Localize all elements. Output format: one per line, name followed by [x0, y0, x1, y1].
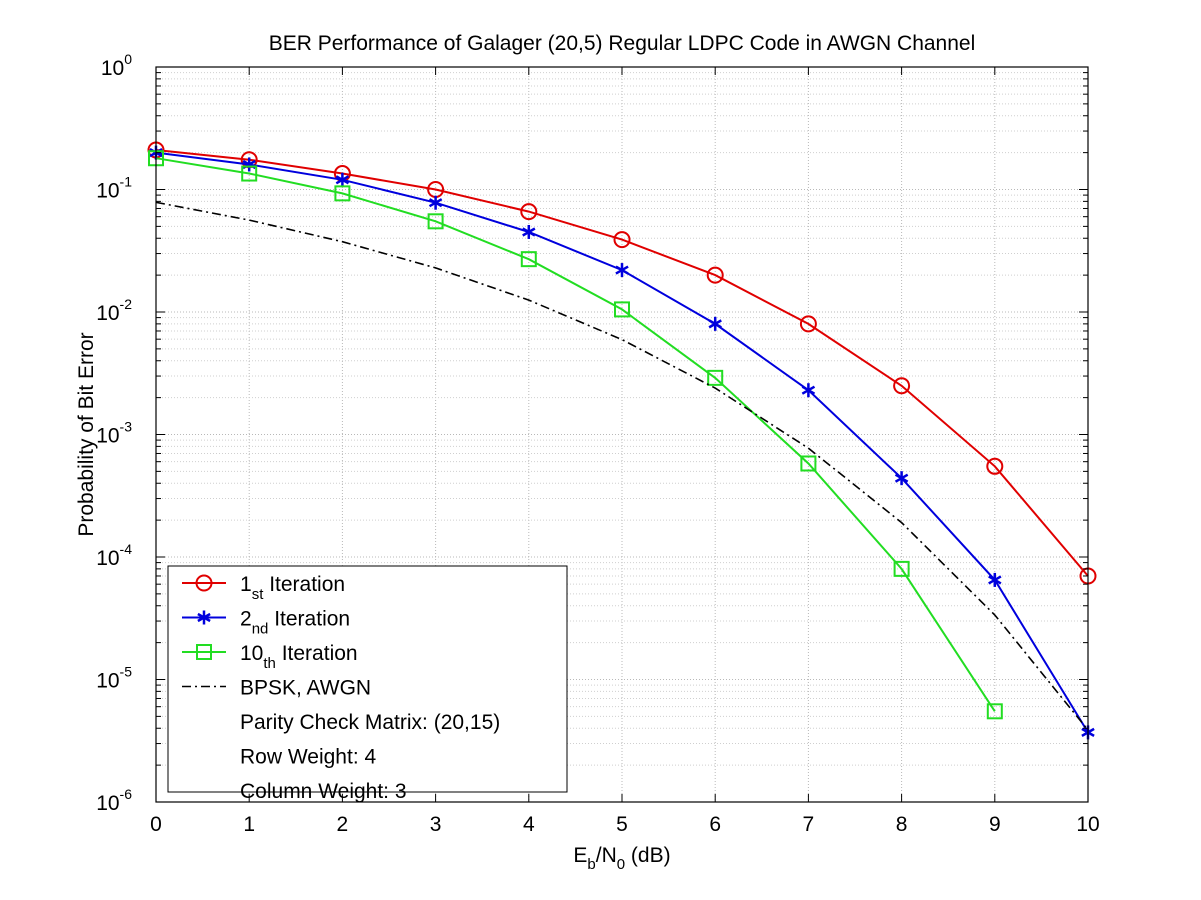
- data-point-square: [241, 165, 258, 182]
- legend-label-sub: nd: [252, 621, 269, 638]
- data-point-circle: [706, 266, 724, 284]
- legend-entry: 1st Iteration: [182, 573, 345, 603]
- series-line: [155, 157, 996, 712]
- legend-entry: BPSK, AWGN: [182, 677, 371, 700]
- legend-label: 1st Iteration: [240, 573, 345, 603]
- y-tick-base: 10: [96, 792, 119, 815]
- data-point-square: [614, 301, 630, 318]
- x-tick-label: 9: [989, 813, 1001, 836]
- y-tick-base: 10: [96, 425, 119, 448]
- data-point-square: [520, 251, 537, 268]
- data-point-square: [707, 369, 724, 386]
- legend-label-sub: th: [263, 655, 276, 672]
- x-axis-label-main: E: [573, 844, 587, 867]
- legend-note: Column Weight: 3: [240, 780, 407, 803]
- legend-label-tail: Iteration: [268, 608, 350, 631]
- data-point-square: [800, 455, 817, 472]
- y-tick-base: 10: [96, 670, 119, 693]
- data-point-circle: [799, 315, 817, 333]
- legend-entry: 10th Iteration: [182, 642, 358, 672]
- legend-label-main: 2: [240, 608, 252, 631]
- y-tick-exponent: -6: [120, 786, 133, 802]
- y-tick-base: 10: [96, 547, 119, 570]
- x-axis-label-mid: /N: [596, 844, 617, 867]
- x-tick-label: 4: [523, 813, 535, 836]
- y-tick-label: 10-5: [96, 664, 132, 693]
- x-tick-label: 2: [337, 813, 349, 836]
- data-point-circle: [520, 203, 538, 221]
- y-tick-base: 10: [101, 57, 124, 80]
- data-point-star: [522, 224, 536, 239]
- y-tick-exponent: -4: [120, 541, 133, 557]
- chart-title: BER Performance of Galager (20,5) Regula…: [269, 32, 976, 55]
- x-axis-label-sub1: b: [587, 856, 595, 873]
- legend-label: 10th Iteration: [240, 642, 358, 672]
- data-point-circle: [195, 574, 213, 592]
- data-point-star: [197, 610, 211, 625]
- x-tick-label: 1: [243, 813, 255, 836]
- series-0: [147, 141, 1097, 585]
- legend-note: Row Weight: 4: [240, 746, 376, 769]
- x-tick-label: 5: [616, 813, 628, 836]
- y-tick-label: 10-4: [96, 541, 132, 570]
- data-point-square: [893, 560, 910, 577]
- series-line: [155, 149, 1089, 577]
- series-3: [155, 201, 1089, 731]
- series-line: [155, 201, 1089, 731]
- data-point-star: [801, 383, 816, 398]
- data-point-star: [988, 572, 1002, 587]
- data-point-circle: [613, 231, 631, 249]
- legend-label-sub: st: [252, 586, 265, 603]
- y-tick-exponent: -1: [120, 174, 133, 190]
- y-tick-label: 10-6: [96, 786, 132, 815]
- data-point-circle: [893, 377, 911, 395]
- data-point-square: [986, 703, 1003, 720]
- y-tick-label: 100: [101, 51, 132, 80]
- data-point-star: [894, 471, 909, 486]
- data-point-square: [427, 213, 444, 230]
- legend-note: Parity Check Matrix: (20,15): [240, 711, 500, 734]
- legend-entry: 2nd Iteration: [182, 608, 350, 638]
- legend-label-main: BPSK, AWGN: [240, 677, 371, 700]
- x-axis-label-tail: (dB): [625, 844, 671, 867]
- series-2: [148, 150, 1003, 720]
- y-tick-exponent: 0: [124, 51, 132, 67]
- y-tick-exponent: -3: [120, 419, 133, 435]
- x-tick-label: 7: [803, 813, 815, 836]
- data-point-square: [196, 644, 212, 660]
- data-point-star: [335, 172, 350, 187]
- x-tick-label: 10: [1076, 813, 1099, 836]
- data-point-star: [428, 195, 443, 210]
- x-tick-label: 6: [709, 813, 721, 836]
- y-axis-label: Probability of Bit Error: [75, 332, 98, 536]
- x-tick-label: 8: [896, 813, 908, 836]
- legend-label-main: 10: [240, 642, 263, 665]
- grid: [155, 67, 1089, 803]
- x-tick-label: 0: [150, 813, 162, 836]
- legend-label: 2nd Iteration: [240, 608, 350, 638]
- data-point-circle: [986, 457, 1004, 475]
- y-tick-exponent: -5: [120, 664, 133, 680]
- y-tick-base: 10: [96, 180, 119, 203]
- y-tick-label: 10-2: [96, 296, 132, 325]
- x-axis-label-sub2: 0: [617, 856, 625, 873]
- y-tick-label: 10-3: [96, 419, 132, 448]
- legend-label-tail: Iteration: [263, 573, 345, 596]
- y-tick-exponent: -2: [120, 296, 133, 312]
- data-point-square: [334, 185, 351, 202]
- legend-label-main: 1: [240, 573, 252, 596]
- x-tick-label: 3: [430, 813, 442, 836]
- series-layer: [147, 141, 1097, 740]
- legend-box: [167, 565, 568, 793]
- y-tick-label: 10-1: [96, 174, 132, 203]
- y-tick-base: 10: [96, 302, 119, 325]
- data-point-star: [708, 316, 722, 331]
- legend-label-tail: Iteration: [276, 642, 358, 665]
- data-point-star: [615, 263, 629, 278]
- legend-label: BPSK, AWGN: [240, 677, 371, 700]
- x-axis-label: Eb/N0 (dB): [573, 844, 670, 873]
